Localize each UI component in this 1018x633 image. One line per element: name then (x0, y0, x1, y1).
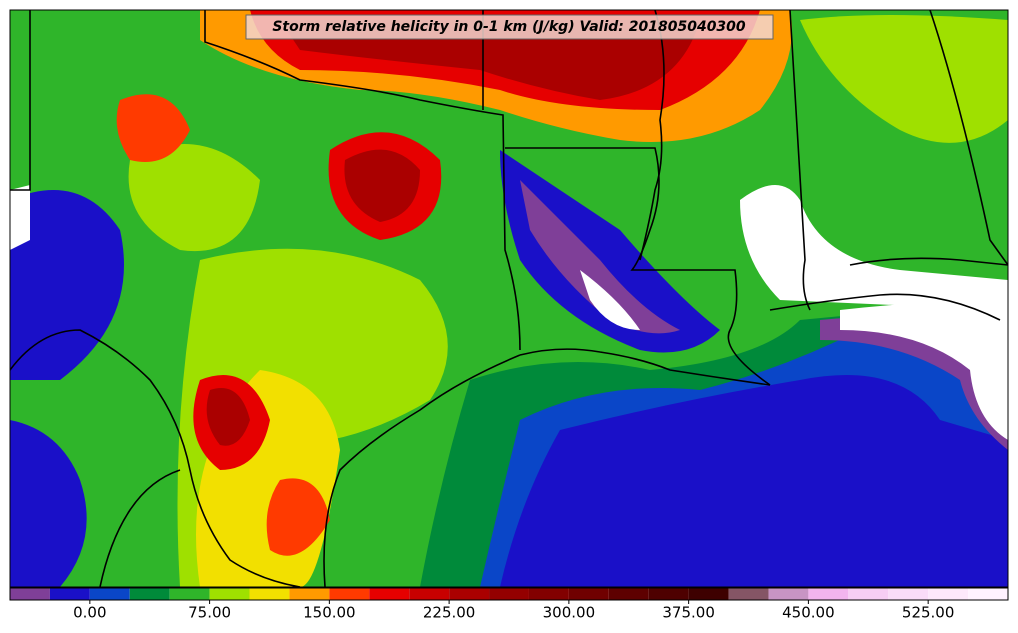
colorbar-segment (768, 588, 809, 600)
colorbar-segment (728, 588, 769, 600)
colorbar-segment (968, 588, 1008, 600)
colorbar-segment (568, 588, 609, 600)
colorbar-segment (289, 588, 330, 600)
colorbar-segment (528, 588, 569, 600)
colorbar: 0.00 75.00 150.00 225.00 300.00 375.00 450.00 5… (9, 587, 1009, 622)
colorbar-segment (888, 588, 929, 600)
colorbar-segment (129, 588, 170, 600)
colorbar-segment (329, 588, 370, 600)
colorbar-segment (928, 588, 969, 600)
colorbar-tick-label: 525.00 (902, 604, 955, 622)
colorbar-tick-label: 0.00 (73, 604, 106, 622)
colorbar-tick-label: 150.00 (303, 604, 356, 622)
colorbar-tick-label: 375.00 (662, 604, 715, 622)
colorbar-segment (249, 588, 290, 600)
colorbar-segment (209, 588, 250, 600)
colorbar-segment (49, 588, 90, 600)
colorbar-segment (169, 588, 210, 600)
colorbar-frame (9, 587, 1009, 601)
colorbar-segment (89, 588, 130, 600)
colorbar-segment (10, 588, 50, 600)
colorbar-segment (808, 588, 849, 600)
colorbar-segment (449, 588, 490, 600)
colorbar-segment (608, 588, 649, 600)
colorbar-segment (409, 588, 450, 600)
colorbar-tick-label: 450.00 (782, 604, 835, 622)
colorbar-segment (648, 588, 689, 600)
colorbar-tick-label: 225.00 (423, 604, 476, 622)
map-title: Storm relative helicity in 0-1 km (J/kg)… (272, 19, 746, 35)
colorbar-tick-label: 75.00 (188, 604, 231, 622)
colorbar-segment (848, 588, 889, 600)
colorbar-tick-label: 300.00 (543, 604, 596, 622)
colorbar-segment (489, 588, 529, 600)
colorbar-segment (688, 588, 729, 600)
map-frame (9, 9, 1009, 588)
colorbar-segment (369, 588, 410, 600)
map-field (10, 10, 1008, 587)
title-box (245, 14, 774, 40)
